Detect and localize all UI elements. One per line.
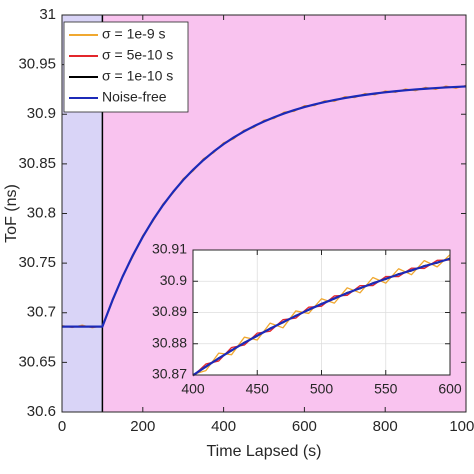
x-axis-label: Time Lapsed (s) bbox=[207, 443, 322, 460]
y-tick-label: 30.9 bbox=[160, 272, 187, 288]
main-plot: 0 200 400 600 800 1000 30.6 30.65 30.7 30.75 30.8 3… bbox=[3, 6, 474, 460]
y-tick-label: 30.9 bbox=[27, 105, 56, 122]
y-tick-label: 30.87 bbox=[152, 366, 187, 382]
series-line bbox=[192, 257, 451, 377]
x-tick-label: 0 bbox=[58, 418, 66, 435]
y-tick-label: 30.88 bbox=[152, 334, 187, 350]
legend-label: σ = 1e-9 s bbox=[102, 26, 166, 42]
y-tick-label: 31 bbox=[39, 6, 56, 23]
legend-label: Noise-free bbox=[102, 89, 167, 105]
y-axis-label: ToF (ns) bbox=[3, 184, 20, 243]
y-tick-label: 30.89 bbox=[152, 303, 187, 319]
x-tick-label: 450 bbox=[246, 381, 270, 397]
x-tick-label: 550 bbox=[374, 381, 398, 397]
x-tick-label: 600 bbox=[438, 381, 462, 397]
y-tick-label: 30.7 bbox=[27, 304, 56, 321]
x-tick-label: 500 bbox=[310, 381, 334, 397]
x-tick-label: 400 bbox=[211, 418, 236, 435]
x-tick-label: 600 bbox=[292, 418, 317, 435]
y-tick-label: 30.85 bbox=[18, 155, 56, 172]
x-tick-label: 400 bbox=[181, 381, 205, 397]
y-tick-label: 30.91 bbox=[152, 241, 187, 257]
y-tick-label: 30.8 bbox=[27, 204, 56, 221]
legend-label: σ = 5e-10 s bbox=[102, 47, 173, 63]
x-tick-label: 800 bbox=[373, 418, 398, 435]
inset-plot: 400 450 500 550 600 30.87 30.88 30.89 30.9 30.91 bbox=[152, 241, 462, 397]
legend-label: σ = 1e-10 s bbox=[102, 68, 173, 84]
y-tick-label: 30.6 bbox=[27, 403, 56, 420]
series-line bbox=[62, 85, 467, 328]
x-tick-label: 200 bbox=[130, 418, 155, 435]
x-tick-label: 1000 bbox=[449, 418, 474, 435]
y-tick-label: 30.65 bbox=[18, 353, 56, 370]
y-tick-label: 30.75 bbox=[18, 254, 56, 271]
y-tick-label: 30.95 bbox=[18, 56, 56, 73]
